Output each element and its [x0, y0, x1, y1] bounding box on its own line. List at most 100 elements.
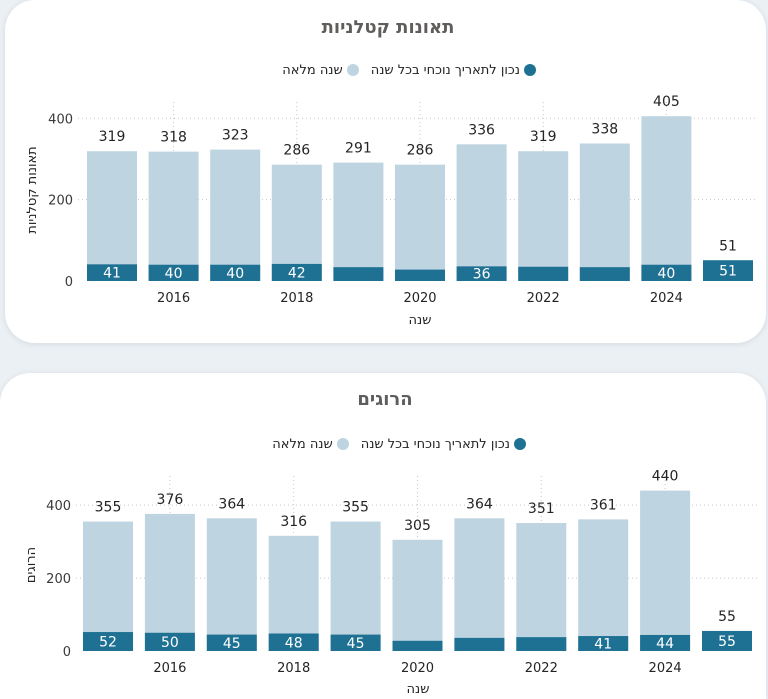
bar-full-year-2019[interactable]	[333, 162, 384, 281]
data-label: 305	[404, 518, 431, 534]
legend-item-current-date[interactable]: נכון לתאריך נוכחי בכל שנה	[371, 63, 536, 78]
bar-current-date-2022[interactable]	[518, 266, 569, 281]
legend-item-current-date[interactable]: נכון לתאריך נוכחי בכל שנה	[361, 437, 526, 452]
data-label: 376	[157, 492, 184, 508]
bar-full-year-2016[interactable]	[144, 513, 195, 651]
bars	[87, 116, 753, 281]
legend-item-full-year[interactable]: שנה מלאה	[272, 437, 349, 452]
bar-current-date-2025[interactable]	[703, 260, 753, 281]
axes: 0 200 400 2016 2018 2020 2022 2024 שנה תאונות קטל…	[25, 112, 683, 328]
bar-full-year-2020[interactable]	[392, 539, 443, 651]
data-label: 316	[280, 514, 307, 530]
bar-current-date-2025[interactable]	[702, 630, 752, 651]
chart-legend: נכון לתאריך נוכחי בכל שנה שנה מלאה	[272, 436, 526, 452]
bar-current-date-2018[interactable]	[271, 263, 322, 281]
data-label: 338	[591, 121, 618, 137]
bar-full-year-2015[interactable]	[83, 521, 133, 651]
bar-full-year-2021[interactable]	[456, 144, 507, 281]
bar-current-date-2022[interactable]	[516, 637, 567, 651]
chart-title: הרוגים	[357, 389, 413, 410]
bar-current-date-2024[interactable]	[640, 634, 691, 651]
bar-full-year-2023[interactable]	[579, 143, 630, 281]
x-tick-label: 2024	[649, 661, 682, 676]
bar-full-year-2018[interactable]	[271, 164, 322, 281]
bar-full-year-2022[interactable]	[516, 523, 567, 651]
bar-current-date-2015[interactable]	[87, 264, 137, 281]
y-axis-title: תאונות קטלניות	[25, 146, 40, 233]
circle-marker-icon	[336, 438, 349, 450]
data-labels: 355 376 364 316 355 305 364 351 361 440 55 52 50 45 48…	[95, 469, 736, 653]
legend-item-full-year[interactable]: שנה מלאה	[282, 62, 359, 78]
data-label: 286	[407, 143, 434, 159]
data-label: 318	[160, 130, 187, 146]
bar-current-date-2016[interactable]	[144, 632, 195, 651]
x-tick-label: 2024	[650, 291, 683, 306]
data-label: 41	[594, 637, 612, 653]
data-label: 364	[466, 496, 493, 512]
data-label: 336	[468, 122, 495, 138]
bar-full-year-2024[interactable]	[641, 116, 692, 281]
legend-label: נכון לתאריך נוכחי בכל שנה	[360, 436, 510, 452]
bar-current-date-2018[interactable]	[268, 633, 319, 652]
bar-current-date-2024[interactable]	[641, 264, 692, 281]
bar-full-year-2019[interactable]	[330, 521, 381, 651]
bar-current-date-2020[interactable]	[392, 640, 443, 651]
y-tick-label: 0	[65, 275, 73, 290]
bar-full-year-2017[interactable]	[210, 149, 261, 281]
data-label: 45	[223, 636, 241, 652]
x-tick-label: 2022	[525, 661, 558, 676]
y-tick-label: 200	[48, 194, 73, 209]
data-label: 355	[342, 500, 369, 516]
x-tick-label: 2020	[401, 661, 434, 676]
bar-full-year-2022[interactable]	[518, 151, 569, 281]
bar-current-date-2017[interactable]	[210, 264, 261, 281]
data-label: 51	[719, 264, 737, 280]
data-label: 319	[530, 129, 557, 145]
bar-current-date-2020[interactable]	[395, 269, 445, 281]
data-label: 351	[528, 501, 555, 517]
bar-full-year-2020[interactable]	[395, 164, 445, 281]
bar-full-year-2015[interactable]	[87, 151, 137, 281]
bar-current-date-2015[interactable]	[83, 632, 133, 651]
data-labels: 319 318 323 286 291 286 336 319 338 405 51 41 40 40 42…	[99, 94, 737, 282]
data-label: 440	[652, 469, 679, 485]
bar-current-date-2023[interactable]	[578, 636, 629, 651]
data-label: 52	[99, 635, 117, 651]
bar-current-date-2019[interactable]	[333, 267, 384, 281]
bar-current-date-2021[interactable]	[456, 266, 507, 281]
x-tick-label: 2018	[277, 661, 310, 676]
bar-current-date-2019[interactable]	[330, 634, 381, 651]
bar-full-year-2024[interactable]	[640, 490, 691, 651]
fatal-accidents-chart: 0 200 400 2016 2018 2020 2022 2024 שנה תאונות קטל…	[25, 94, 757, 328]
bar-full-year-2021[interactable]	[454, 518, 505, 651]
bar-full-year-2018[interactable]	[268, 535, 319, 651]
data-label: 51	[719, 238, 737, 254]
bar-full-year-2016[interactable]	[148, 151, 199, 281]
data-label: 361	[590, 497, 617, 513]
bar-current-date-2017[interactable]	[206, 634, 257, 651]
bar-current-date-2023[interactable]	[579, 267, 630, 281]
bar-current-date-2021[interactable]	[454, 637, 505, 651]
y-axis-title: הרוגים	[24, 547, 39, 583]
bar-full-year-2023[interactable]	[578, 519, 629, 651]
data-label: 40	[165, 266, 183, 282]
data-label: 364	[218, 496, 245, 512]
axes: 0 200 400 2016 2018 2020 2022 2024 שנה הרוגים	[24, 499, 682, 697]
chart-title: תאונות קטלניות	[321, 17, 455, 38]
circle-marker-icon	[346, 64, 359, 76]
y-tick-label: 0	[63, 645, 71, 660]
data-label: 55	[718, 634, 736, 650]
y-tick-label: 400	[48, 112, 73, 127]
bar-full-year-2017[interactable]	[206, 518, 257, 651]
x-tick-label: 2016	[157, 291, 190, 306]
legend-label: שנה מלאה	[282, 62, 343, 78]
bar-current-date-2016[interactable]	[148, 264, 199, 281]
circle-marker-icon	[514, 438, 526, 450]
data-label: 40	[657, 266, 675, 282]
data-label: 355	[95, 500, 122, 516]
data-label: 42	[288, 265, 306, 281]
x-tick-label: 2018	[280, 291, 313, 306]
data-label: 36	[473, 267, 491, 283]
data-label: 50	[161, 635, 179, 651]
